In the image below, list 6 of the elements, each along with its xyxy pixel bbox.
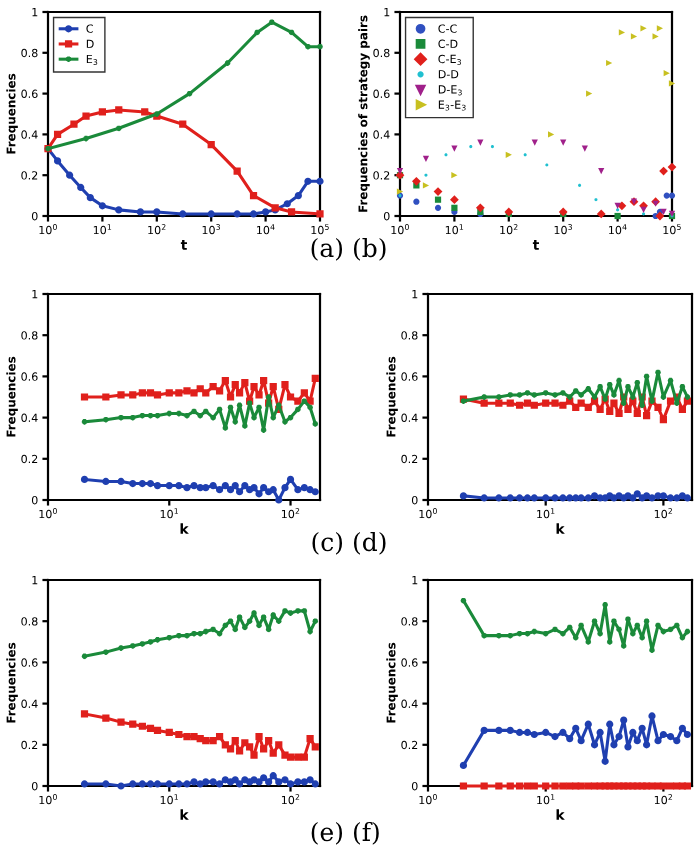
text: (d) — [353, 531, 386, 555]
text: (e) — [311, 821, 343, 845]
text: (b) — [353, 237, 386, 261]
text: (f) — [353, 821, 379, 845]
text: (a) — [311, 237, 343, 261]
text: (c) — [312, 531, 343, 555]
